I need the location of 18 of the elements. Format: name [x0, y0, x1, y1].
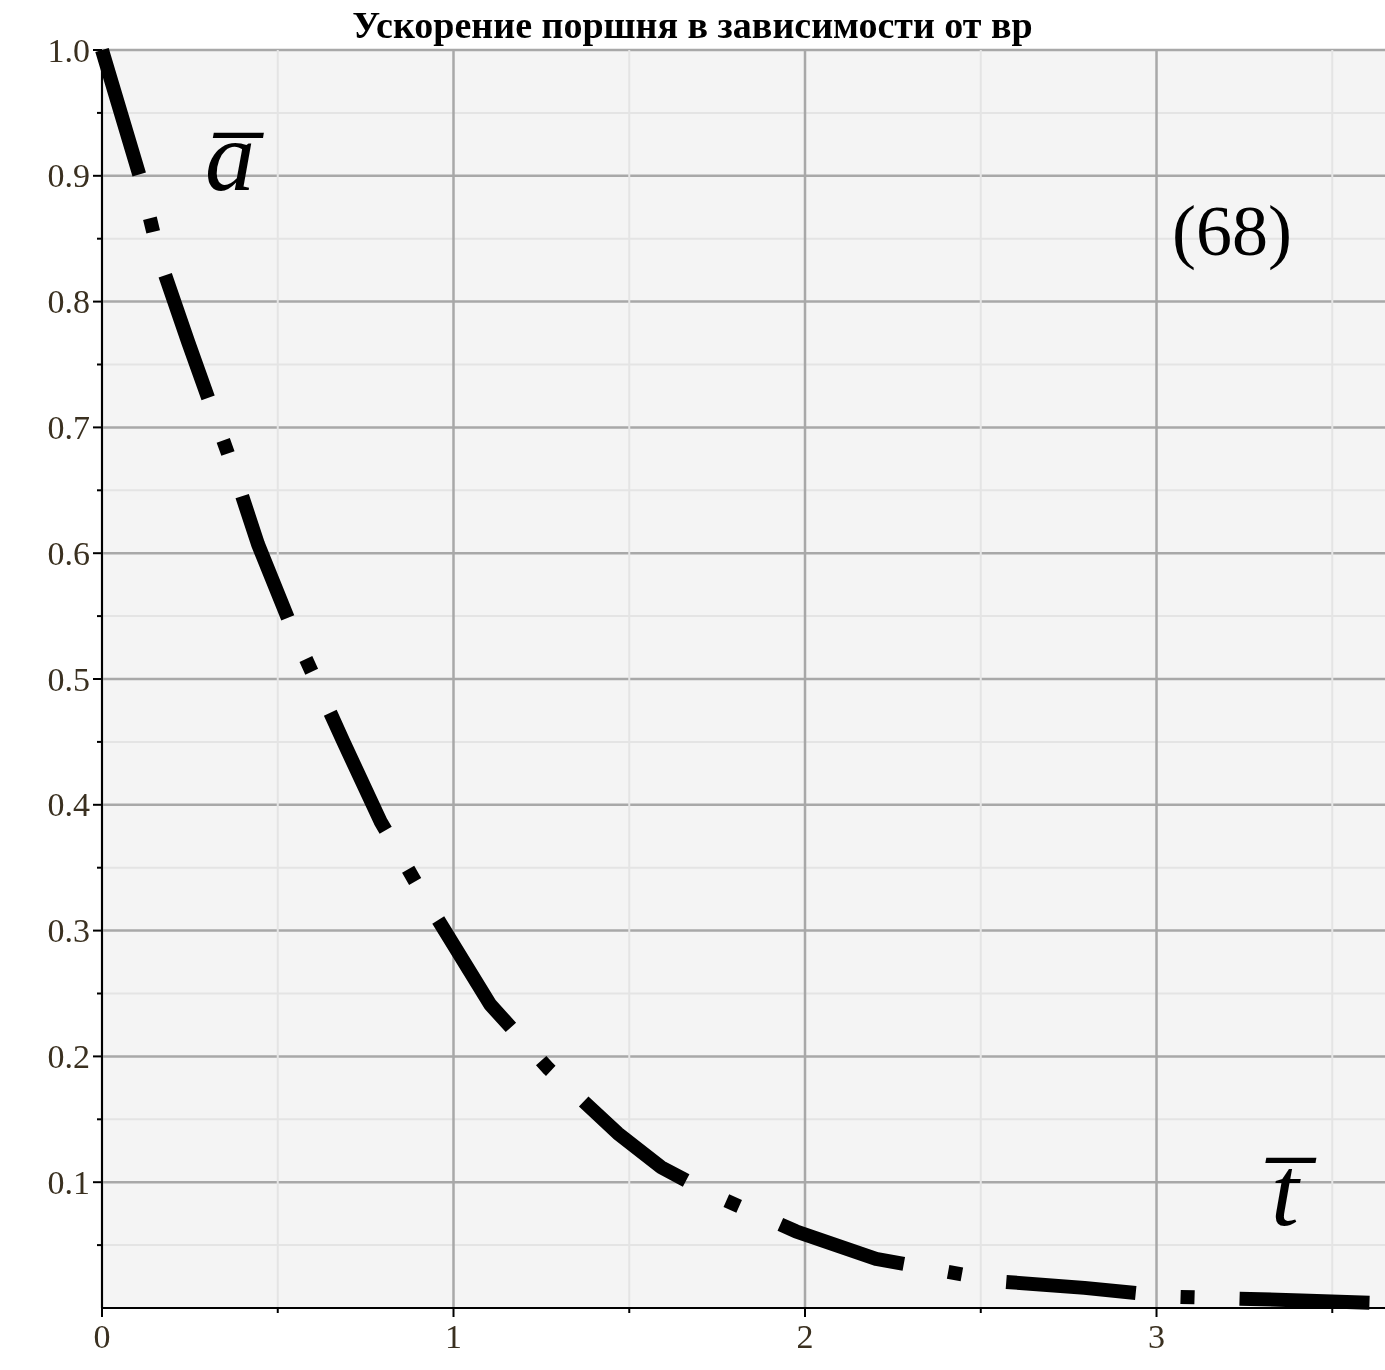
x-axis-title: t̅	[1264, 1136, 1317, 1247]
x-tick-label: 1	[445, 1318, 463, 1355]
chart-title: Ускорение поршня в зависимости от вр	[352, 4, 1033, 46]
y-tick-label: 0.2	[47, 1037, 90, 1075]
y-tick-label: 0.6	[47, 534, 90, 572]
x-tick-label: 2	[796, 1318, 814, 1355]
y-tick-label: 0.3	[47, 912, 90, 950]
y-tick-label: 0.7	[47, 408, 90, 446]
y-tick-label: 0.1	[47, 1163, 90, 1201]
y-tick-label: 0.8	[47, 283, 90, 321]
y-tick-label: 1.0	[47, 31, 90, 69]
annotation: (68)	[1172, 191, 1292, 271]
x-tick-label: 3	[1148, 1318, 1166, 1355]
x-tick-label: 0	[93, 1318, 111, 1355]
y-tick-label: 0.5	[47, 660, 90, 698]
y-axis-title: a̅	[205, 101, 265, 212]
y-tick-label: 0.4	[47, 786, 90, 824]
y-tick-label: 0.9	[47, 157, 90, 195]
